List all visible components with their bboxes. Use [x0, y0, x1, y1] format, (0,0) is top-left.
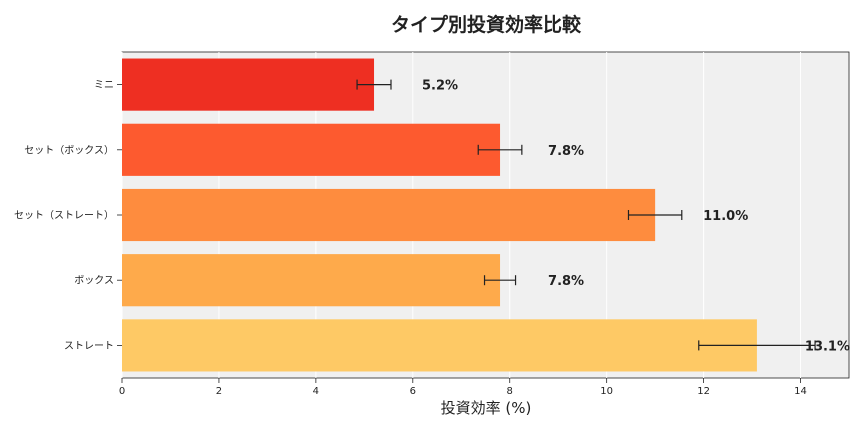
- category-label: ミニ: [94, 80, 114, 91]
- category-label: ストレート: [64, 341, 114, 352]
- category-label: セット（ボックス）: [24, 144, 114, 156]
- category-label: ボックス: [74, 275, 114, 287]
- bar: [122, 58, 375, 111]
- data-label: 7.8%: [548, 144, 584, 159]
- category-label: セット（ストレート）: [14, 210, 114, 222]
- x-tick-label: 0: [119, 386, 125, 397]
- x-tick-label: 2: [216, 386, 222, 397]
- x-tick-label: 10: [600, 386, 613, 397]
- x-tick-label: 14: [794, 386, 807, 397]
- bar: [122, 254, 501, 307]
- error-bar: [477, 144, 523, 155]
- data-label: 7.8%: [548, 274, 584, 289]
- x-axis-label: 投資効率 (%): [441, 399, 532, 417]
- x-tick-label: 6: [410, 386, 416, 397]
- bar: [122, 188, 656, 242]
- error-bar: [483, 275, 517, 286]
- chart-title: タイプ別投資効率比較: [391, 13, 582, 36]
- bar: [122, 319, 757, 372]
- error-bar: [698, 340, 816, 351]
- data-label: 13.1%: [805, 339, 850, 354]
- data-label: 11.0%: [703, 209, 748, 224]
- x-tick-label: 4: [313, 386, 319, 397]
- error-bar: [627, 210, 683, 220]
- data-label: 5.2%: [422, 79, 458, 94]
- x-tick-label: 12: [697, 386, 710, 397]
- x-tick-label: 8: [507, 386, 513, 397]
- bar: [122, 123, 501, 176]
- error-bar: [356, 79, 392, 90]
